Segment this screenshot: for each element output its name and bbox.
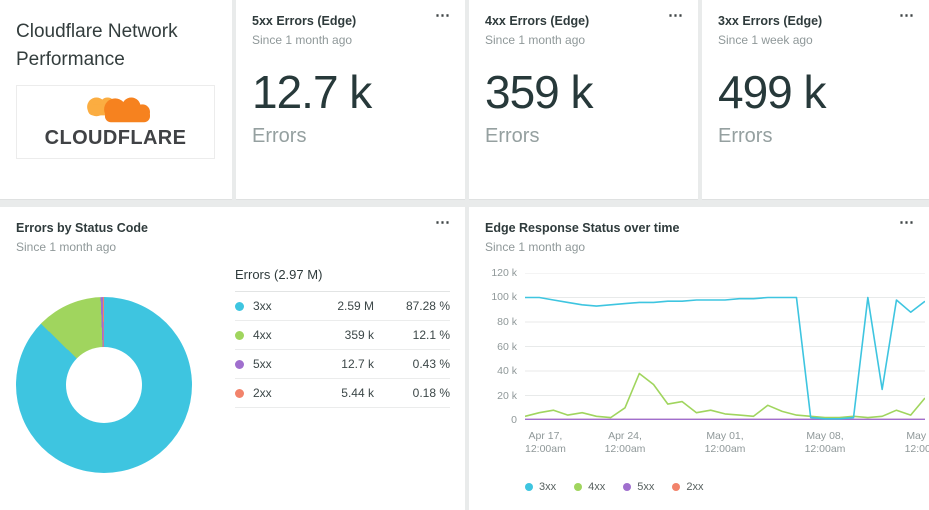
- y-tick-label: 60 k: [497, 340, 517, 353]
- series-label: 5xx: [253, 357, 272, 371]
- series-value: 12.7 k: [341, 357, 374, 371]
- x-tick-label: May 08, 12:00am: [804, 430, 846, 456]
- card-subtitle: Since 1 month ago: [252, 33, 353, 47]
- legend-row-4xx[interactable]: 4xx 359 k 12.1 %: [235, 321, 450, 350]
- series-value: 2.59 M: [337, 299, 374, 313]
- legend-row-5xx[interactable]: 5xx 12.7 k 0.43 %: [235, 350, 450, 379]
- kpi-card-4xx: ⋯ 4xx Errors (Edge) Since 1 month ago 35…: [469, 0, 698, 199]
- series-color-dot: [623, 483, 632, 491]
- series-label: 3xx: [539, 481, 557, 493]
- series-percent: 12.1 %: [412, 328, 450, 342]
- legend-row-3xx[interactable]: 3xx 2.59 M 87.28 %: [235, 292, 450, 321]
- kpi-card-3xx: ⋯ 3xx Errors (Edge) Since 1 week ago 499…: [702, 0, 929, 199]
- y-tick-label: 120 k: [491, 267, 517, 279]
- card-subtitle: Since 1 month ago: [16, 240, 117, 254]
- series-color-dot: [235, 330, 244, 340]
- x-axis-labels: Apr 17, 12:00am Apr 24, 12:00am May 01, 12:00…: [525, 430, 929, 458]
- series-color-dot: [235, 301, 244, 311]
- series-value: 5.44 k: [341, 386, 374, 400]
- card-title: 4xx Errors (Edge): [485, 14, 590, 28]
- series-label: 4xx: [588, 481, 606, 493]
- series-label: 3xx: [253, 299, 272, 313]
- edge-response-over-time-card: ⋯ Edge Response Status over time Since 1…: [469, 207, 929, 510]
- line-chart-plot[interactable]: [525, 273, 925, 420]
- cloudflare-logo-text: CLOUDFLARE: [44, 126, 187, 149]
- y-axis-labels: 0 20 k 40 k 60 k 80 k 100 k 120 k: [483, 267, 517, 426]
- series-color-dot: [235, 359, 244, 369]
- x-tick-label: May 15,12:00am: [904, 430, 929, 456]
- kpi-value: 12.7 k: [252, 66, 372, 118]
- kpi-unit: Errors: [718, 125, 773, 147]
- series-color-dot: [235, 388, 244, 398]
- kpi-card-5xx: ⋯ 5xx Errors (Edge) Since 1 month ago 12…: [236, 0, 465, 199]
- series-percent: 0.18 %: [412, 386, 450, 400]
- card-menu-button[interactable]: ⋯: [435, 7, 451, 24]
- legend-row-2xx[interactable]: 2xx 5.44 k 0.18 %: [235, 379, 450, 408]
- card-title: 3xx Errors (Edge): [718, 14, 823, 28]
- legend-item-2xx[interactable]: 2xx: [672, 481, 704, 493]
- series-line-3xx: [525, 298, 925, 419]
- series-color-dot: [525, 483, 533, 491]
- card-title: Edge Response Status over time: [485, 221, 680, 235]
- legend-item-3xx[interactable]: 3xx: [525, 481, 556, 493]
- legend-item-5xx[interactable]: 5xx: [623, 481, 654, 493]
- x-tick-label: Apr 24, 12:00am: [604, 430, 646, 456]
- card-menu-button[interactable]: ⋯: [668, 7, 684, 24]
- kpi-value: 499 k: [718, 66, 827, 118]
- card-title: Errors by Status Code: [16, 221, 148, 235]
- kpi-unit: Errors: [252, 125, 307, 147]
- y-tick-label: 80 k: [497, 315, 517, 328]
- errors-by-status-card: ⋯ Errors by Status Code Since 1 month ag…: [0, 207, 465, 510]
- card-subtitle: Since 1 month ago: [485, 33, 586, 47]
- line-chart-legend: 3xx 4xx 5xx 2xx: [525, 481, 704, 493]
- donut-chart[interactable]: [16, 297, 192, 473]
- y-tick-label: 100 k: [491, 291, 517, 304]
- cloudflare-logo: CLOUDFLARE: [16, 85, 215, 160]
- y-tick-label: 20 k: [497, 389, 517, 402]
- y-tick-label: 0: [511, 414, 517, 426]
- series-color-dot: [672, 483, 681, 491]
- x-tick-label: May 01, 12:00am: [704, 430, 746, 456]
- series-percent: 87.28 %: [405, 299, 450, 313]
- series-label: 4xx: [253, 328, 272, 342]
- x-tick-label: Apr 17, 12:00am: [525, 430, 566, 456]
- cloudflare-cloud-icon: [86, 97, 150, 122]
- y-tick-label: 40 k: [497, 364, 517, 377]
- series-percent: 0.43 %: [412, 357, 450, 371]
- series-label: 2xx: [253, 386, 272, 400]
- kpi-unit: Errors: [485, 125, 540, 147]
- donut-legend-table: Errors (2.97 M) 3xx 2.59 M 87.28 % 4xx 3…: [235, 267, 450, 408]
- card-subtitle: Since 1 month ago: [485, 240, 586, 254]
- card-title: 5xx Errors (Edge): [252, 14, 357, 28]
- series-label: 5xx: [637, 481, 655, 493]
- series-value: 359 k: [344, 328, 374, 342]
- card-subtitle: Since 1 week ago: [718, 33, 813, 47]
- legend-item-4xx[interactable]: 4xx: [574, 481, 605, 493]
- card-menu-button[interactable]: ⋯: [899, 214, 915, 231]
- dashboard-title-card: Cloudflare Network Performance CLOUDFLAR…: [0, 0, 232, 199]
- kpi-value: 359 k: [485, 66, 594, 118]
- series-label: 2xx: [686, 481, 704, 493]
- card-menu-button[interactable]: ⋯: [899, 7, 915, 24]
- dashboard-title: Cloudflare Network Performance: [16, 21, 178, 70]
- line-chart: 0 20 k 40 k 60 k 80 k 100 k 120 k Apr 17, 12:00…: [483, 267, 929, 503]
- legend-header: Errors (2.97 M): [235, 267, 450, 292]
- series-line-4xx: [525, 374, 925, 418]
- series-color-dot: [574, 483, 583, 491]
- card-menu-button[interactable]: ⋯: [435, 214, 451, 231]
